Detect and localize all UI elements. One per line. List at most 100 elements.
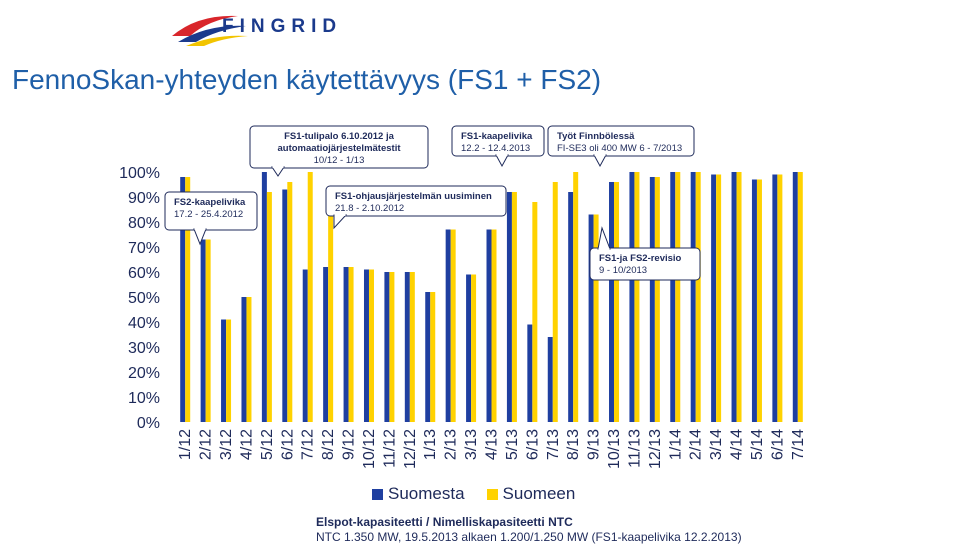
callout-pointer bbox=[271, 166, 285, 177]
bar-suomesta bbox=[261, 172, 267, 422]
bar-suomeen bbox=[532, 202, 538, 422]
bar-suomesta bbox=[609, 182, 615, 422]
bar-suomeen bbox=[491, 229, 497, 422]
x-tick-label: 6/14 bbox=[769, 429, 786, 460]
callout-box bbox=[589, 247, 701, 281]
bar-suomesta bbox=[629, 172, 635, 422]
bar-suomesta bbox=[649, 177, 655, 422]
callout-pointer bbox=[495, 154, 509, 168]
x-tick-label: 4/14 bbox=[729, 429, 746, 460]
callout-text: 9 - 10/2013 bbox=[599, 265, 647, 276]
x-tick-label: 2/13 bbox=[443, 429, 460, 460]
bar-suomesta bbox=[221, 319, 227, 422]
bar-suomesta bbox=[302, 269, 308, 422]
bar-suomeen bbox=[205, 239, 211, 422]
y-axis: 0% 10% 20% 30% 40% 50% 60% 70% 80% 90% 100% bbox=[119, 165, 160, 432]
x-tick-label: 10/12 bbox=[361, 429, 378, 469]
y-tick-label: 60% bbox=[128, 265, 160, 282]
bar-suomeen bbox=[756, 179, 762, 422]
callout-text: FS1-ohjausjärjestelmän uusiminen bbox=[335, 191, 492, 202]
bar-suomeen bbox=[185, 177, 191, 422]
x-tick-label: 6/13 bbox=[524, 429, 541, 460]
bar-suomesta bbox=[751, 179, 757, 422]
bar-suomeen bbox=[226, 319, 232, 422]
callout-text: automaatiojärjestelmätestit bbox=[277, 143, 401, 154]
bar-suomesta bbox=[180, 177, 186, 422]
x-tick-label: 1/12 bbox=[177, 429, 194, 460]
callout-box bbox=[325, 185, 507, 217]
callout-box bbox=[164, 191, 258, 231]
bar-suomeen bbox=[736, 172, 742, 422]
callout-text: 10/12 - 1/13 bbox=[314, 155, 365, 166]
x-axis: 1/12 2/12 3/12 4/12 5/12 6/12 7/12 8/12 9/12 10/1… bbox=[177, 429, 807, 469]
bar-suomeen bbox=[409, 272, 415, 422]
bar-suomeen bbox=[471, 274, 477, 422]
bar-suomeen bbox=[593, 214, 599, 422]
legend-label-to: Suomeen bbox=[502, 484, 576, 503]
x-tick-label: 9/12 bbox=[341, 429, 358, 460]
footer-note-title: Elspot-kapasiteetti / Nimelliskapasiteet… bbox=[316, 515, 573, 529]
legend: Suomesta Suomeen bbox=[372, 484, 575, 504]
callout-text: FS2-kaapelivika bbox=[174, 197, 246, 208]
bar-suomesta bbox=[670, 172, 676, 422]
bar-suomeen bbox=[573, 172, 579, 422]
bar-suomesta bbox=[486, 229, 492, 422]
x-tick-label: 5/13 bbox=[504, 429, 521, 460]
bars bbox=[180, 172, 803, 422]
logo-wing-red bbox=[172, 15, 238, 36]
callout-box bbox=[249, 125, 429, 169]
x-tick-label: 10/13 bbox=[606, 429, 623, 469]
x-tick-label: 11/13 bbox=[626, 429, 643, 468]
bar-suomeen bbox=[511, 192, 517, 422]
x-tick-label: 1/14 bbox=[667, 429, 684, 460]
bar-suomeen bbox=[552, 182, 558, 422]
callout-text: FS1-kaapelivika bbox=[461, 131, 533, 142]
callout-text: FS1-ja FS2-revisio bbox=[599, 253, 682, 264]
callout-2: FS1-tulipalo 6.10.2012 jaautomaatiojärje… bbox=[249, 125, 429, 177]
fingrid-logo bbox=[172, 15, 248, 46]
callout-text: 21.8 - 2.10.2012 bbox=[335, 203, 404, 214]
x-tick-label: 7/14 bbox=[790, 429, 807, 460]
x-tick-label: 3/14 bbox=[708, 429, 725, 460]
footer-note-detail: NTC 1.350 MW, 19.5.2013 alkaen 1.200/1.2… bbox=[316, 530, 742, 544]
bar-suomeen bbox=[634, 172, 640, 422]
x-tick-label: 9/13 bbox=[586, 429, 603, 460]
callout-pointer bbox=[593, 154, 607, 168]
y-tick-label: 70% bbox=[128, 240, 160, 257]
bar-suomesta bbox=[568, 192, 574, 422]
bar-suomesta bbox=[690, 172, 696, 422]
y-tick-label: 80% bbox=[128, 215, 160, 232]
x-tick-label: 6/12 bbox=[279, 429, 296, 460]
callout-pointer bbox=[333, 214, 348, 230]
bar-suomeen bbox=[307, 172, 313, 422]
bar-suomesta bbox=[731, 172, 737, 422]
bar-suomesta bbox=[200, 239, 206, 422]
bar-suomeen bbox=[675, 172, 681, 422]
x-tick-label: 3/12 bbox=[218, 429, 235, 460]
bar-suomeen bbox=[654, 177, 660, 422]
logo-wing-blue bbox=[178, 25, 246, 42]
bar-suomeen bbox=[246, 297, 252, 422]
bar-suomeen bbox=[695, 172, 701, 422]
x-tick-label: 7/12 bbox=[300, 429, 317, 460]
x-tick-label: 7/13 bbox=[545, 429, 562, 460]
bar-suomesta bbox=[241, 297, 247, 422]
x-tick-label: 8/12 bbox=[320, 429, 337, 460]
callout-text: 12.2 - 12.4.2013 bbox=[461, 143, 530, 154]
bar-suomesta bbox=[588, 214, 594, 422]
y-tick-label: 0% bbox=[137, 415, 160, 432]
legend-swatch-to bbox=[486, 488, 498, 500]
bar-suomesta bbox=[282, 189, 288, 422]
x-tick-label: 12/12 bbox=[402, 429, 419, 469]
bar-suomesta bbox=[343, 267, 349, 422]
bar-suomeen bbox=[348, 267, 354, 422]
bar-suomeen bbox=[450, 229, 456, 422]
y-tick-label: 10% bbox=[128, 390, 160, 407]
callout-text: 17.2 - 25.4.2012 bbox=[174, 209, 243, 220]
bar-suomesta bbox=[466, 274, 472, 422]
x-tick-label: 4/13 bbox=[484, 429, 501, 460]
x-tick-label: 3/13 bbox=[463, 429, 480, 460]
